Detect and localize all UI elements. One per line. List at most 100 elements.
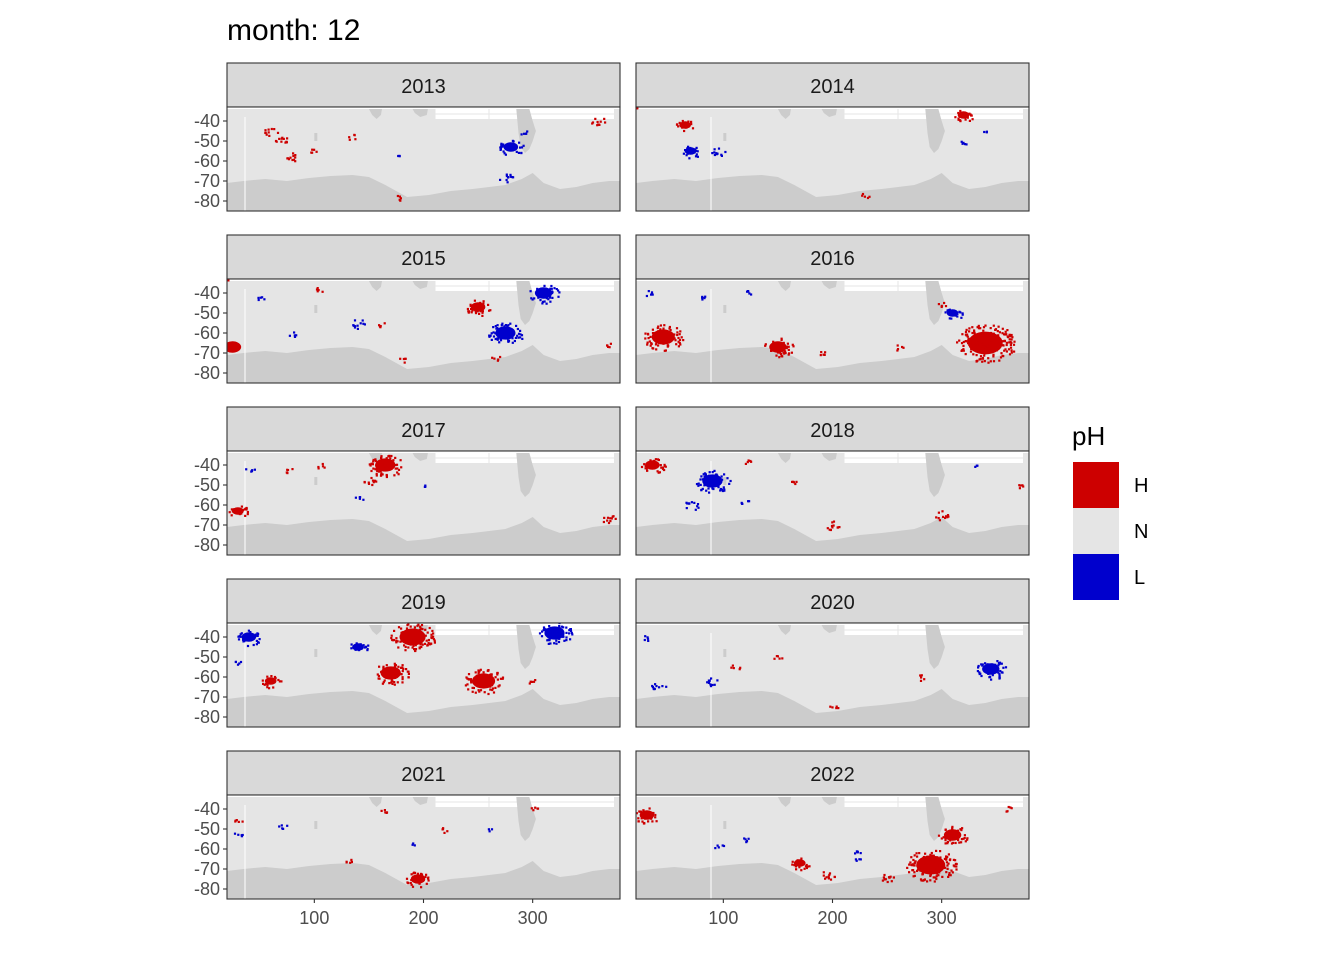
facet-panel-2022: 2022 (635, 750, 1030, 900)
high-ph-anomaly-cell (784, 350, 787, 353)
panel-border (635, 450, 1030, 556)
high-ph-anomaly-cell (375, 464, 378, 467)
high-ph-anomaly-cell (944, 837, 947, 840)
high-ph-anomaly-cluster (829, 705, 840, 710)
high-ph-anomaly-cell (988, 349, 991, 352)
low-ph-anomaly-cell (695, 149, 698, 152)
high-ph-anomaly-cell (919, 869, 922, 872)
high-ph-anomaly-cell (663, 468, 666, 472)
high-ph-anomaly-cell (373, 479, 376, 483)
low-ph-anomaly-cell (249, 631, 252, 634)
high-ph-anomaly-cell (971, 118, 974, 121)
y-tick-label: -40 (194, 627, 220, 647)
low-ph-anomaly-cell (354, 644, 357, 647)
low-ph-anomaly-cluster (538, 623, 574, 645)
high-ph-anomaly-cell (646, 469, 649, 472)
high-ph-anomaly-cell (920, 867, 923, 870)
facet-strip-label: 2016 (810, 248, 855, 270)
high-ph-anomaly-cell (467, 310, 470, 313)
low-ph-anomaly-cell (501, 322, 504, 325)
low-ph-anomaly-cell (988, 676, 991, 679)
high-ph-anomaly-cell (663, 465, 666, 468)
high-ph-anomaly-cell (657, 471, 660, 474)
panel-border (226, 450, 621, 556)
low-ph-anomaly-cell (719, 489, 722, 492)
high-ph-anomaly-cell (469, 678, 472, 681)
high-ph-anomaly-cell (977, 327, 981, 330)
low-ph-anomaly-cell (961, 312, 964, 315)
low-ph-anomaly-cluster (746, 290, 753, 296)
low-ph-anomaly-cell (238, 662, 241, 665)
high-ph-anomaly-cell (956, 341, 959, 344)
low-ph-anomaly-cell (744, 838, 747, 841)
high-ph-anomaly-cell (286, 137, 289, 140)
low-ph-anomaly-cell (499, 147, 502, 151)
low-ph-anomaly-cell (650, 291, 654, 294)
low-ph-anomaly-cell (1001, 671, 1004, 674)
high-ph-anomaly-cell (276, 131, 280, 134)
facet-plot-area (227, 279, 620, 383)
low-ph-anomaly-cell (658, 686, 661, 689)
high-ph-anomaly-cell (475, 678, 478, 681)
low-ph-anomaly-cell (492, 331, 495, 334)
high-ph-anomaly-cell (922, 857, 925, 860)
high-ph-anomaly-cell (267, 131, 270, 134)
high-ph-anomaly-cell (974, 345, 977, 349)
high-ph-anomaly-cell (412, 644, 415, 647)
facet-plot-area (636, 623, 1029, 727)
high-ph-anomaly-cell (920, 674, 923, 677)
high-ph-anomaly-cell (965, 340, 968, 343)
y-tick-label: -70 (194, 859, 220, 879)
high-ph-anomaly-cell (491, 688, 494, 692)
high-ph-anomaly-cell (938, 860, 941, 863)
high-ph-anomaly-cell (662, 329, 665, 332)
low-ph-anomaly-cell (991, 674, 994, 677)
high-ph-anomaly-cell (1012, 343, 1016, 346)
high-ph-anomaly-cell (394, 666, 397, 669)
low-ph-anomaly-cell (711, 683, 714, 687)
high-ph-anomaly-cell (985, 346, 988, 349)
high-ph-anomaly-cell (431, 629, 434, 632)
low-ph-anomaly-cluster (257, 296, 266, 302)
high-ph-anomaly-cell (395, 641, 398, 644)
high-ph-anomaly-cell (945, 857, 948, 860)
high-ph-anomaly-cell (393, 474, 396, 477)
high-ph-anomaly-cell (955, 868, 958, 871)
low-ph-anomaly-cell (355, 642, 358, 645)
high-ph-anomaly-cell (475, 682, 479, 686)
high-ph-anomaly-cell (421, 876, 424, 879)
low-ph-anomaly-cell (250, 633, 253, 636)
high-ph-anomaly-cell (982, 339, 985, 342)
high-ph-anomaly-cell (371, 463, 374, 466)
high-ph-anomaly-cell (937, 834, 941, 837)
high-ph-anomaly-cell (401, 633, 404, 636)
y-tick-label: -50 (194, 475, 220, 495)
low-ph-anomaly-cluster (714, 844, 726, 850)
high-ph-anomaly-cluster (286, 152, 297, 163)
low-ph-anomaly-cell (710, 475, 713, 479)
high-ph-anomaly-cell (946, 840, 949, 843)
low-ph-anomaly-cell (560, 630, 564, 633)
high-ph-anomaly-cell (480, 676, 483, 679)
low-ph-anomaly-cell (721, 844, 724, 847)
high-ph-anomaly-cell (986, 344, 989, 347)
high-ph-anomaly-cell (962, 349, 965, 352)
high-ph-anomaly-cluster (896, 344, 905, 352)
low-ph-anomaly-cell (246, 636, 249, 639)
high-ph-anomaly-cell (237, 820, 240, 823)
low-ph-anomaly-cell (360, 646, 363, 649)
high-ph-anomaly-cell (1009, 346, 1013, 349)
high-ph-anomaly-cell (749, 459, 752, 463)
high-ph-anomaly-cell (609, 342, 612, 345)
high-ph-anomaly-cell (400, 673, 403, 676)
high-ph-anomaly-cell (827, 875, 830, 878)
x-tick-label: 300 (927, 908, 957, 928)
low-ph-anomaly-cluster (529, 284, 561, 305)
high-ph-anomaly-cell (501, 676, 505, 679)
high-ph-anomaly-cell (912, 858, 915, 862)
high-ph-anomaly-cell (966, 335, 969, 338)
high-ph-anomaly-cell (393, 664, 397, 667)
low-ph-anomaly-cell (352, 324, 355, 327)
high-ph-anomaly-cell (935, 877, 938, 881)
high-ph-anomaly-cell (944, 842, 947, 845)
